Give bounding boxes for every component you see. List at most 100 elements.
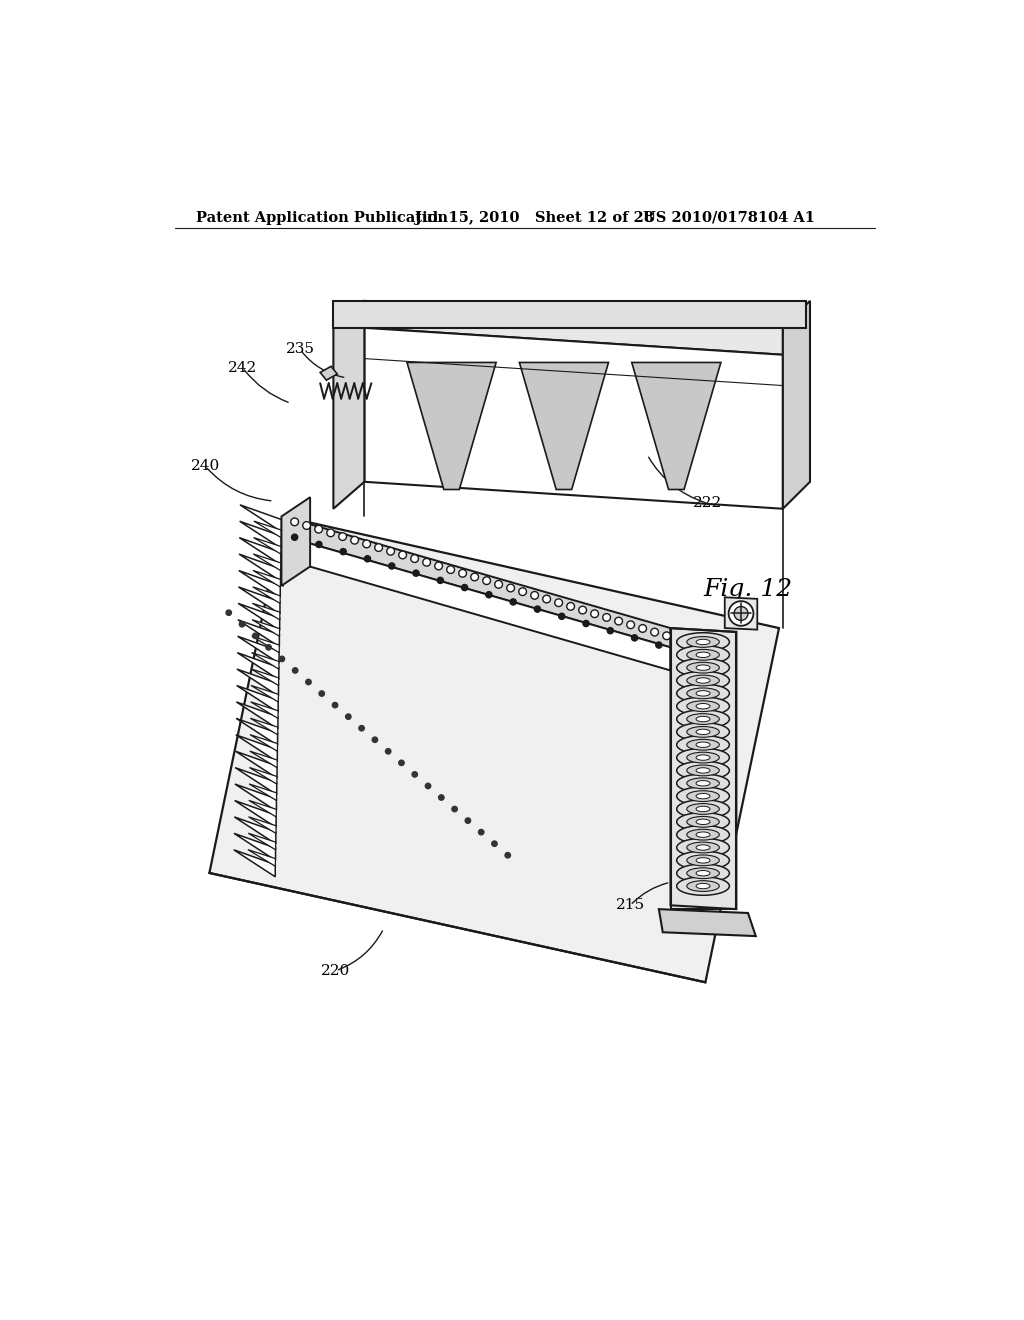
Polygon shape [238, 636, 280, 663]
Circle shape [663, 632, 671, 640]
Polygon shape [519, 363, 608, 490]
Polygon shape [250, 751, 278, 768]
Polygon shape [250, 718, 278, 735]
Circle shape [462, 585, 468, 590]
Polygon shape [283, 516, 671, 647]
Text: Jul. 15, 2010   Sheet 12 of 28: Jul. 15, 2010 Sheet 12 of 28 [415, 211, 653, 224]
Circle shape [293, 668, 298, 673]
Ellipse shape [687, 855, 719, 866]
Circle shape [411, 554, 419, 562]
Ellipse shape [687, 663, 719, 673]
Ellipse shape [696, 729, 710, 735]
Circle shape [437, 577, 443, 583]
Circle shape [398, 760, 404, 766]
Text: 235: 235 [286, 342, 314, 356]
Ellipse shape [677, 735, 729, 754]
Circle shape [362, 540, 371, 548]
Polygon shape [237, 702, 278, 729]
Polygon shape [233, 850, 275, 876]
Circle shape [583, 620, 589, 627]
Ellipse shape [696, 755, 710, 760]
Circle shape [555, 599, 562, 607]
Polygon shape [249, 784, 276, 800]
Ellipse shape [696, 768, 710, 774]
Polygon shape [407, 363, 496, 490]
Circle shape [425, 783, 431, 788]
Polygon shape [251, 702, 279, 718]
Circle shape [650, 628, 658, 636]
Ellipse shape [677, 684, 729, 702]
Ellipse shape [677, 659, 729, 677]
Polygon shape [334, 301, 365, 508]
Polygon shape [236, 751, 278, 779]
Polygon shape [238, 652, 279, 680]
Circle shape [655, 642, 662, 648]
Polygon shape [237, 718, 278, 746]
Polygon shape [334, 301, 806, 327]
Ellipse shape [687, 636, 719, 647]
Ellipse shape [677, 851, 729, 870]
Polygon shape [365, 327, 783, 508]
Circle shape [614, 618, 623, 624]
Polygon shape [252, 619, 280, 636]
Ellipse shape [696, 845, 710, 850]
Ellipse shape [687, 688, 719, 698]
Circle shape [535, 606, 541, 612]
Text: 220: 220 [322, 964, 350, 978]
Circle shape [280, 656, 285, 661]
Ellipse shape [687, 880, 719, 891]
Circle shape [729, 601, 754, 626]
Ellipse shape [677, 748, 729, 767]
Polygon shape [234, 800, 276, 828]
Polygon shape [632, 363, 721, 490]
Polygon shape [658, 909, 756, 936]
Circle shape [591, 610, 598, 618]
Circle shape [423, 558, 430, 566]
Circle shape [340, 549, 346, 554]
Ellipse shape [696, 858, 710, 863]
Circle shape [413, 570, 419, 577]
Circle shape [372, 737, 378, 742]
Polygon shape [365, 301, 783, 355]
Circle shape [639, 624, 646, 632]
Ellipse shape [677, 632, 729, 651]
Ellipse shape [677, 876, 729, 895]
Polygon shape [671, 628, 736, 909]
Polygon shape [239, 603, 280, 631]
Polygon shape [283, 536, 671, 671]
Circle shape [398, 550, 407, 558]
Circle shape [603, 614, 610, 622]
Circle shape [266, 644, 271, 649]
Circle shape [438, 795, 444, 800]
Ellipse shape [687, 739, 719, 750]
Ellipse shape [696, 820, 710, 825]
Circle shape [495, 581, 503, 589]
Polygon shape [248, 850, 275, 866]
Circle shape [375, 544, 383, 552]
Circle shape [319, 690, 325, 696]
Ellipse shape [677, 774, 729, 792]
Ellipse shape [696, 639, 710, 644]
Circle shape [292, 535, 298, 540]
Circle shape [346, 714, 351, 719]
Ellipse shape [677, 722, 729, 741]
Ellipse shape [696, 780, 710, 785]
Ellipse shape [687, 842, 719, 853]
Text: 215: 215 [615, 899, 645, 912]
Circle shape [365, 556, 371, 562]
Ellipse shape [696, 665, 710, 671]
Ellipse shape [687, 804, 719, 814]
Circle shape [519, 587, 526, 595]
Polygon shape [249, 800, 276, 817]
Circle shape [492, 841, 498, 846]
Ellipse shape [687, 649, 719, 660]
Circle shape [543, 595, 551, 603]
Text: 222: 222 [693, 496, 722, 511]
Polygon shape [282, 498, 310, 586]
Circle shape [303, 521, 310, 529]
Polygon shape [236, 735, 278, 762]
Polygon shape [253, 570, 281, 587]
Ellipse shape [687, 701, 719, 711]
Circle shape [446, 566, 455, 573]
Circle shape [482, 577, 490, 585]
